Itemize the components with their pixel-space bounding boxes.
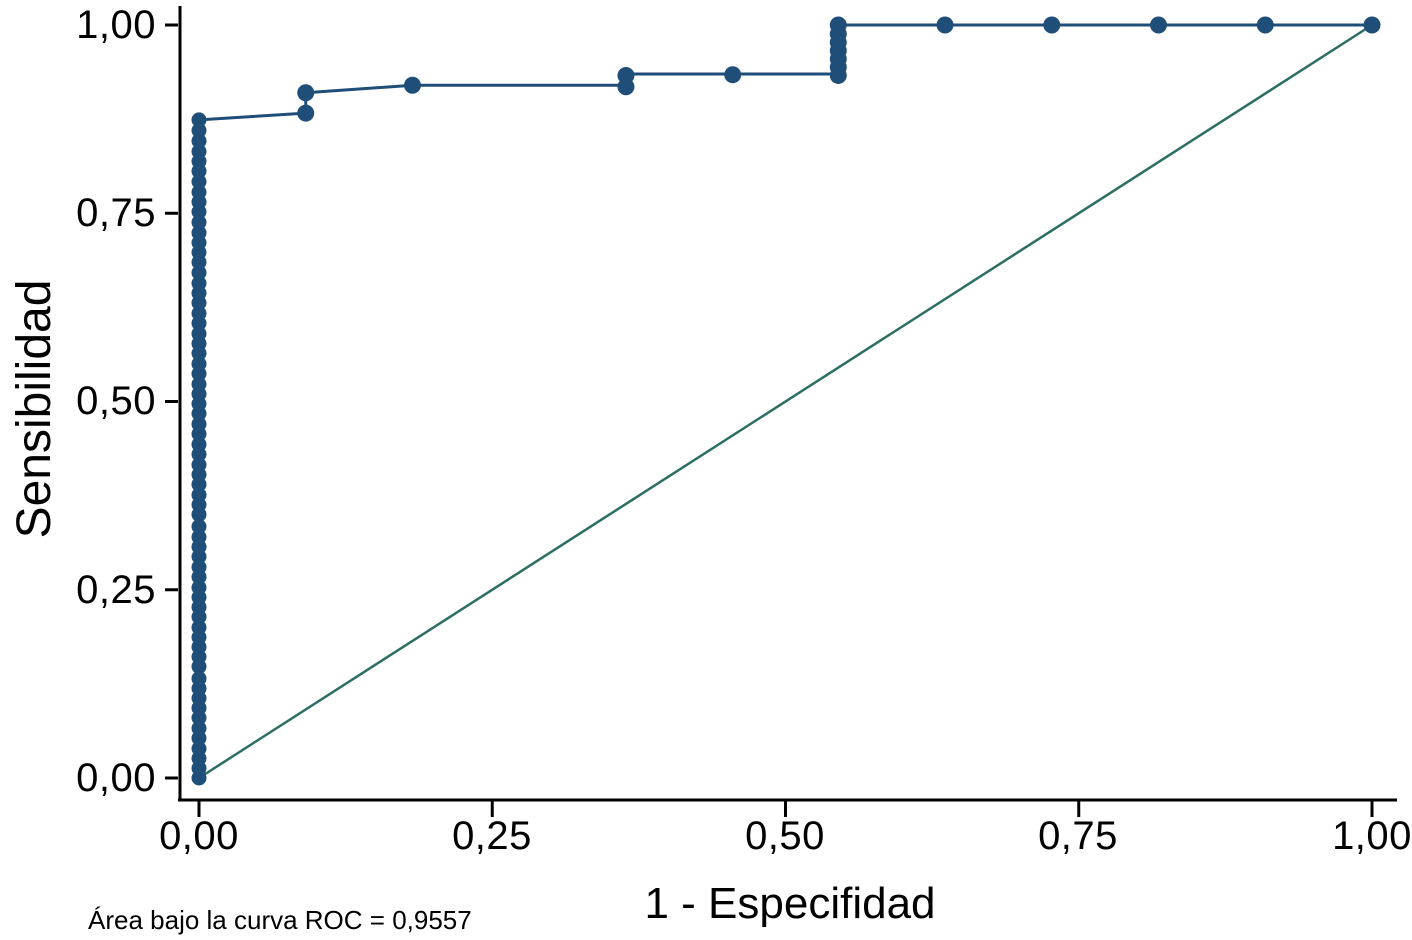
roc-marker: [191, 457, 207, 473]
roc-marker: [191, 559, 207, 575]
roc-marker: [724, 66, 742, 84]
roc-marker: [617, 66, 635, 84]
roc-marker: [1256, 16, 1274, 34]
roc-marker: [936, 16, 954, 34]
roc-marker: [191, 265, 207, 281]
roc-marker: [191, 376, 207, 392]
x-tick-label-075: 0,75: [1038, 814, 1118, 858]
roc-marker: [191, 122, 207, 138]
x-tick-label-000: 0,00: [159, 814, 239, 858]
y-tick-label-050: 0,50: [76, 379, 156, 423]
roc-marker: [191, 741, 207, 757]
reference-diagonal-line: [198, 23, 1373, 780]
roc-marker: [191, 112, 207, 128]
roc-marker: [191, 720, 207, 736]
roc-marker: [191, 518, 207, 534]
roc-marker: [297, 104, 315, 122]
auc-annotation: Área bajo la curva ROC = 0,9557: [88, 905, 472, 935]
x-tick-label-050: 0,50: [745, 814, 825, 858]
roc-marker: [191, 356, 207, 372]
roc-marker: [191, 305, 207, 321]
roc-marker: [191, 416, 207, 432]
roc-marker: [191, 144, 207, 160]
roc-marker: [191, 133, 207, 149]
y-tick-label-025: 0,25: [76, 568, 156, 612]
y-tick-label-000: 0,00: [76, 756, 156, 800]
y-tick-label-100: 1,00: [76, 3, 156, 47]
roc-marker: [191, 671, 207, 687]
roc-marker: [191, 174, 207, 190]
roc-marker: [1043, 16, 1061, 34]
x-tick-label-100: 1,00: [1332, 814, 1412, 858]
roc-marker: [1363, 16, 1381, 34]
roc-marker: [191, 225, 207, 241]
roc-marker: [191, 275, 207, 291]
roc-marker: [403, 76, 421, 94]
x-axis-title: 1 - Especifidad: [644, 879, 936, 928]
roc-marker: [191, 436, 207, 452]
roc-marker: [1150, 16, 1168, 34]
roc-marker: [191, 529, 207, 545]
roc-marker: [829, 16, 847, 34]
roc-marker: [191, 619, 207, 635]
roc-marker: [191, 214, 207, 230]
roc-marker: [191, 326, 207, 342]
roc-marker: [191, 184, 207, 200]
roc-marker: [191, 487, 207, 503]
y-tick-label-075: 0,75: [76, 191, 156, 235]
x-tick-label-025: 0,25: [452, 814, 532, 858]
roc-marker: [191, 579, 207, 595]
roc-marker: [297, 84, 315, 102]
